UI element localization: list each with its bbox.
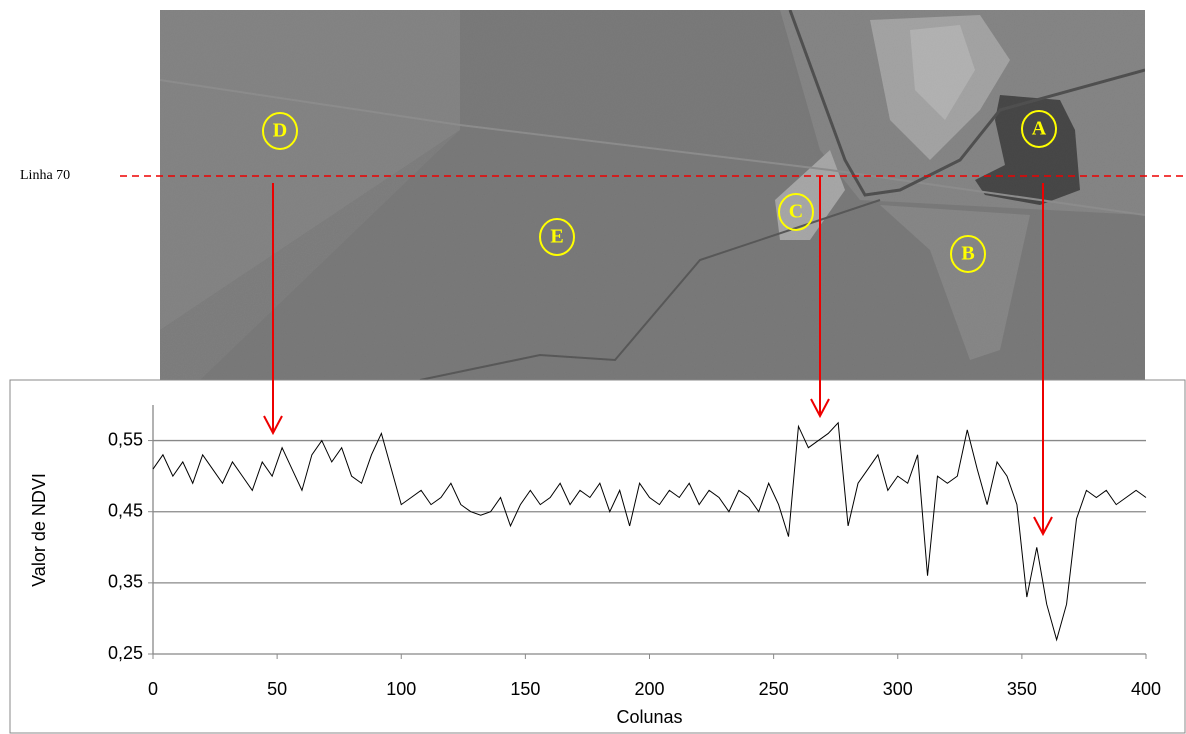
marker-label: B: [961, 243, 974, 265]
marker-label: C: [789, 201, 803, 223]
x-tick-label: 250: [759, 679, 789, 699]
y-tick-label: 0,25: [108, 643, 143, 663]
x-tick-label: 400: [1131, 679, 1161, 699]
image-markers: A B C D E: [262, 110, 1057, 273]
x-tick-label: 50: [267, 679, 287, 699]
marker-label: D: [273, 120, 287, 142]
chart-frame: [9, 379, 1186, 734]
y-axis-title: Valor de NDVI: [29, 473, 49, 587]
arrows: [263, 176, 1053, 537]
x-axis-title: Colunas: [616, 707, 682, 727]
y-tick-label: 0,45: [108, 500, 143, 520]
marker-label: E: [550, 226, 563, 248]
satellite-image: [160, 10, 1145, 380]
marker-circle: [1021, 110, 1057, 148]
x-tick-label: 150: [510, 679, 540, 699]
marker-circle: [778, 193, 814, 231]
x-tick-label: 200: [634, 679, 664, 699]
data-line: [152, 421, 1147, 642]
arrow-head: [263, 415, 283, 436]
x-tick-label: 300: [883, 679, 913, 699]
plot-area: 0,25 0,35 0,45 0,55 0 50 100 150 200 250 300 350 400…: [29, 405, 1161, 727]
y-tick-label: 0,35: [108, 572, 143, 592]
x-tick-label: 0: [148, 679, 158, 699]
marker-circle: [262, 112, 298, 150]
marker-circle: [539, 218, 575, 256]
row-label: Linha 70: [20, 168, 70, 183]
marker-label: A: [1032, 118, 1047, 140]
x-tick-label: 100: [386, 679, 416, 699]
x-tick-label: 350: [1007, 679, 1037, 699]
arrow-head: [1033, 516, 1053, 537]
marker-circle: [950, 235, 986, 273]
arrow-head: [810, 398, 830, 419]
y-tick-label: 0,55: [108, 429, 143, 449]
